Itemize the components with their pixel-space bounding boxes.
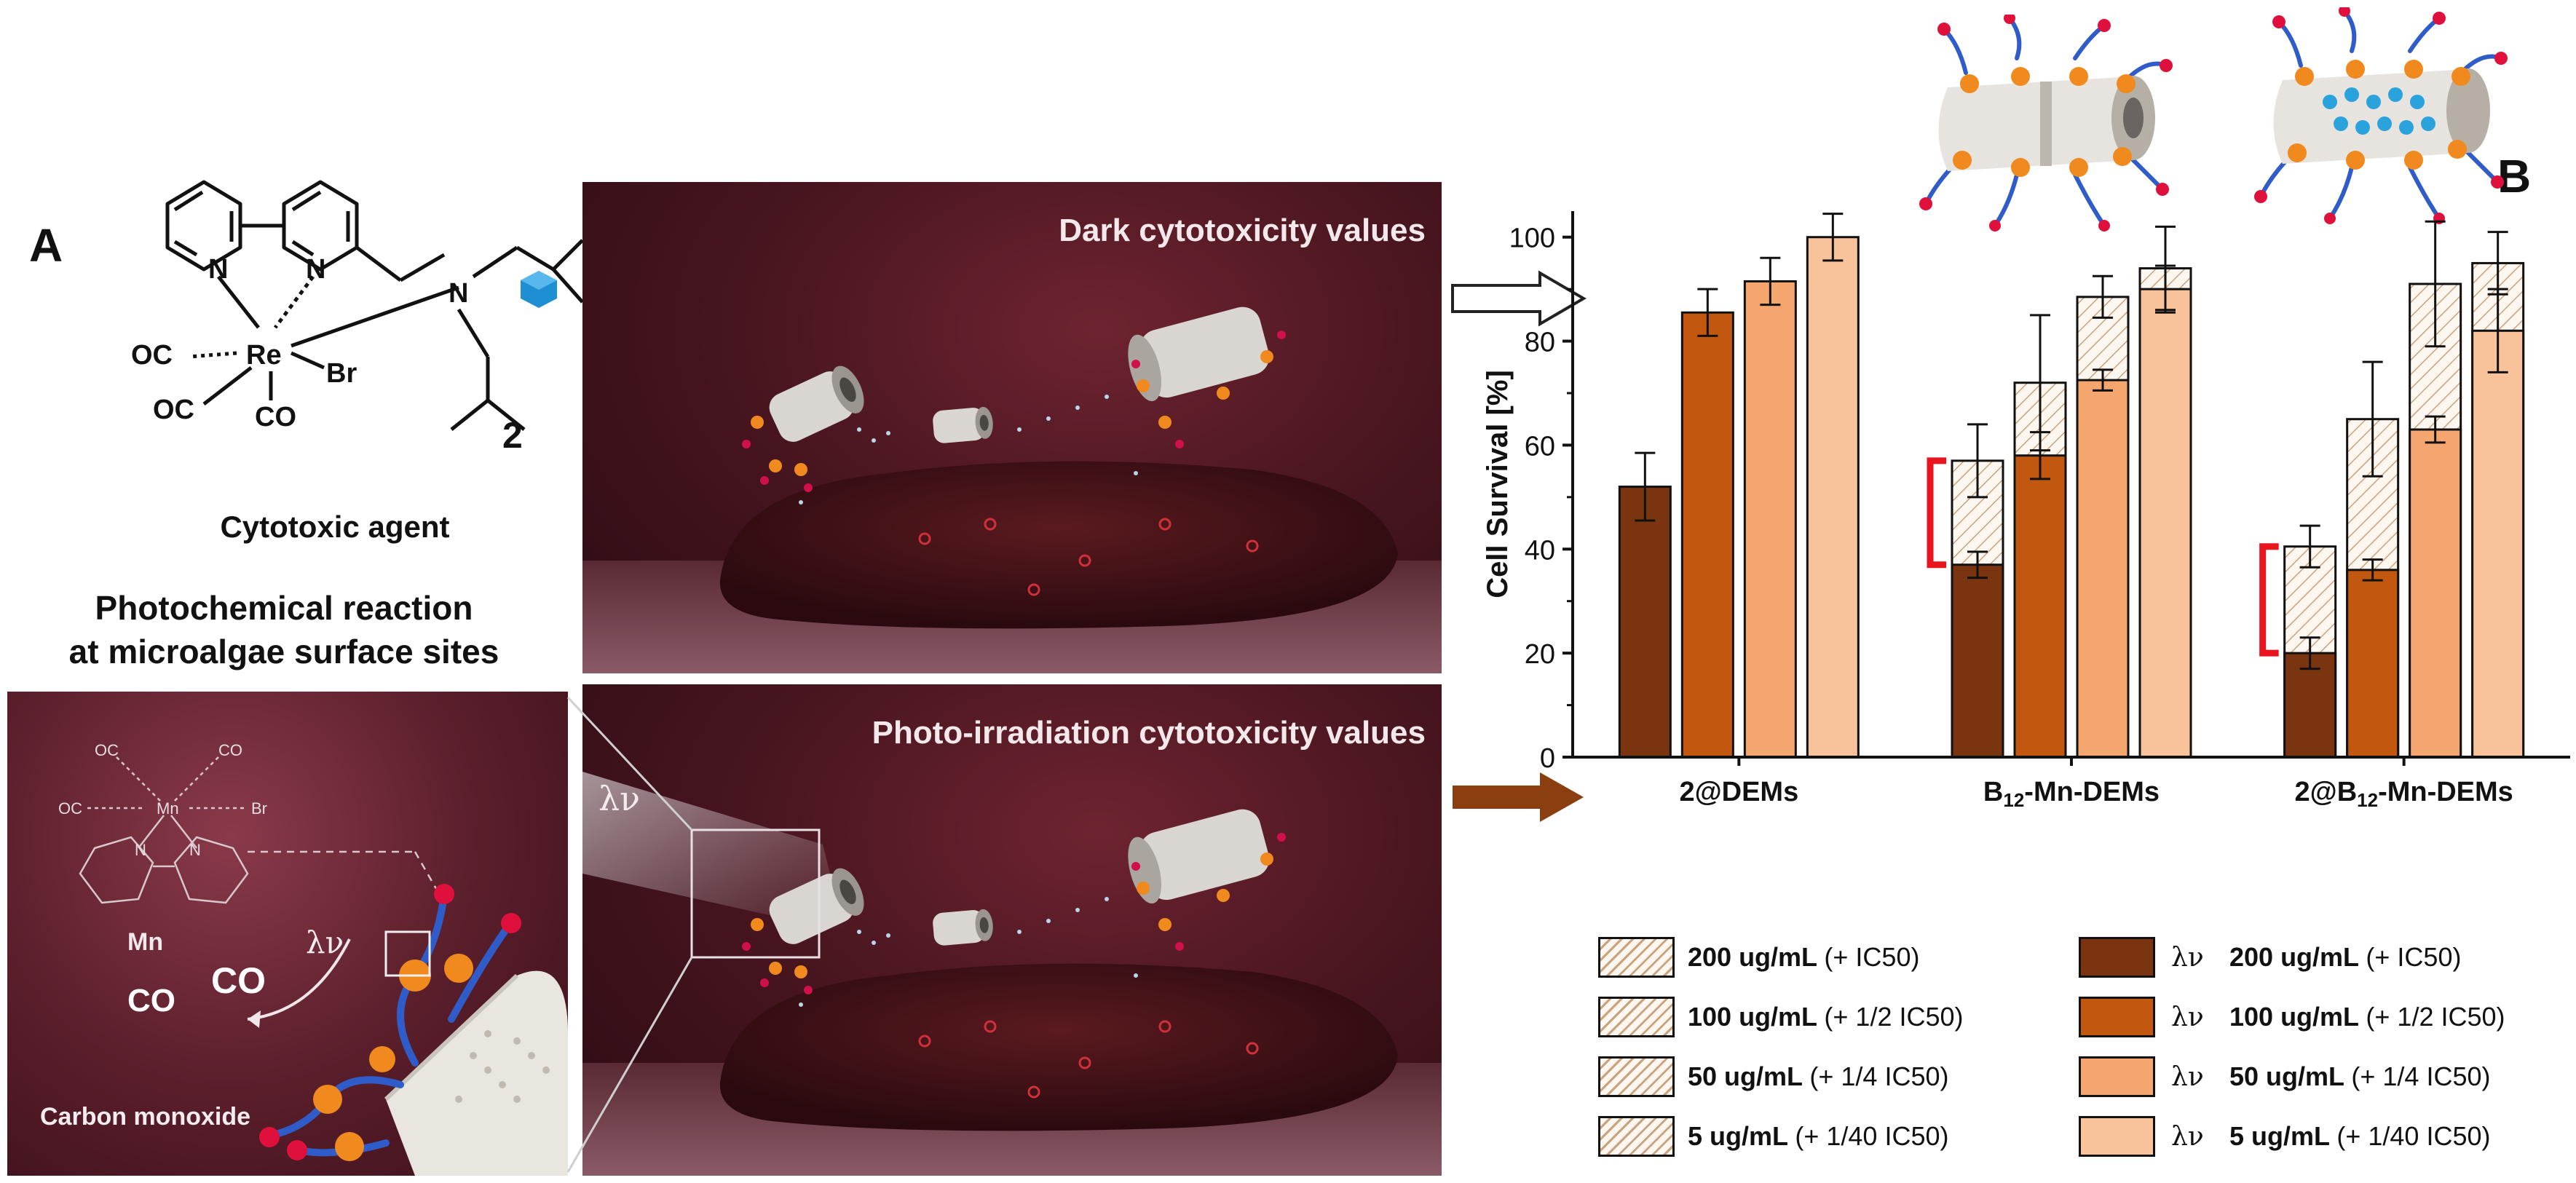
inset-atom-oc-top: OC <box>95 741 119 759</box>
photo-light-symbol: λν <box>598 779 641 818</box>
dark-cytotoxicity-scene: Dark cytotoxicity values <box>582 182 1442 673</box>
ligand-co: CO <box>255 402 296 432</box>
photo-scene-title: Photo-irradiation cytotoxicity values <box>872 715 1426 751</box>
bar-light <box>1680 311 1734 759</box>
photochem-title-line1: Photochemical reaction <box>95 589 473 627</box>
inset-mn-label: Mn <box>127 928 163 956</box>
bar-light <box>2076 379 2130 759</box>
legend-swatch <box>2079 997 2155 1037</box>
carbon-monoxide-caption: Carbon monoxide <box>40 1103 251 1131</box>
legend-light-symbol: λν <box>2171 1121 2204 1152</box>
bar-light <box>1743 280 1797 759</box>
panel-b-letter: B <box>2497 150 2532 202</box>
legend-swatch <box>1598 997 1675 1037</box>
legend-label: 200 ug/mL (+ IC50) <box>2229 942 2462 972</box>
cell-survival-chart: 0 20 40 60 80 100 Cell Survival [%] 2@DEMs B12-M… <box>1482 211 2570 811</box>
legend-swatch <box>1598 1116 1675 1157</box>
bar-light <box>1951 563 2004 759</box>
atom-n2: N <box>306 254 325 285</box>
inset-atom-mn: Mn <box>157 799 179 818</box>
legend-entry-dark: 200 ug/mL (+ IC50) <box>1598 932 2050 983</box>
legend-label: 5 ug/mL (+ 1/40 IC50) <box>1688 1121 1949 1151</box>
legend-entry-light: λν 200 ug/mL (+ IC50) <box>2079 932 2574 983</box>
dark-arrow-icon <box>1451 270 1587 327</box>
bar-light <box>2471 329 2525 759</box>
inset-atom-n2: N <box>189 841 201 859</box>
legend-label: 100 ug/mL (+ 1/2 IC50) <box>2229 1002 2505 1032</box>
legend-entry-dark: 100 ug/mL (+ 1/2 IC50) <box>1598 992 2050 1042</box>
nanotube-b12-mn-icon <box>1919 15 2173 232</box>
panel-a-letter: A <box>29 219 63 272</box>
inset-atom-br: Br <box>251 799 267 818</box>
bar-light <box>2138 288 2192 759</box>
legend-label: 50 ug/mL (+ 1/4 IC50) <box>2229 1061 2491 1091</box>
compound-number: 2 <box>502 415 523 456</box>
nanotube-illustration <box>384 970 568 1176</box>
bar-light <box>1806 236 1860 759</box>
photo-arrow-icon <box>1453 772 1584 822</box>
photochem-title-line2: at microalgae surface sites <box>68 633 499 670</box>
nanotube-group-dark <box>742 306 1286 505</box>
inset-co-1: CO <box>127 983 175 1018</box>
cube-icon <box>521 271 557 308</box>
legend-swatch <box>1598 937 1675 978</box>
atom-n1: N <box>208 254 228 285</box>
x-tick-label: 2@B12-Mn-DEMs <box>2295 777 2513 811</box>
inset-atom-n1: N <box>135 841 146 859</box>
legend-light-symbol: λν <box>2171 1002 2204 1032</box>
legend-entry-dark: 50 ug/mL (+ 1/4 IC50) <box>1598 1051 2050 1102</box>
legend-swatch <box>1598 1056 1675 1097</box>
nanotube-2-b12-mn-icon <box>2254 7 2508 224</box>
nanotube-group-photo <box>742 809 1286 1007</box>
legend-light-symbol: λν <box>2171 942 2204 973</box>
legend-label: 200 ug/mL (+ IC50) <box>1688 942 1920 972</box>
dark-scene-title: Dark cytotoxicity values <box>1059 213 1426 248</box>
y-tick-label: 80 <box>1525 328 1555 358</box>
tissue-illustration <box>719 461 1398 629</box>
chart-legend: 200 ug/mL (+ IC50) 100 ug/mL (+ 1/2 IC50)… <box>1598 932 2574 1179</box>
legend-swatch <box>2079 937 2155 978</box>
legend-light-symbol: λν <box>2171 1061 2204 1092</box>
x-tick-label: B12-Mn-DEMs <box>1983 777 2160 811</box>
x-tick-label: 2@DEMs <box>1679 777 1798 807</box>
difference-bracket <box>1927 457 1946 569</box>
y-tick-label: 100 <box>1509 223 1555 254</box>
atom-n3: N <box>449 278 468 309</box>
legend-swatch <box>2079 1116 2155 1157</box>
cytotoxic-agent-label: Cytotoxic agent <box>220 510 450 544</box>
atom-re: Re <box>246 340 282 371</box>
ligand-oc-1: OC <box>131 340 173 371</box>
rhenium-complex-structure: N N N Re Br OC OC CO 2 <box>131 180 584 456</box>
y-tick-label: 20 <box>1525 639 1555 670</box>
legend-label: 50 ug/mL (+ 1/4 IC50) <box>1688 1061 1949 1091</box>
legend-entry-light: λν 50 ug/mL (+ 1/4 IC50) <box>2079 1051 2574 1102</box>
y-tick-label: 60 <box>1525 431 1555 462</box>
legend-entry-dark: 5 ug/mL (+ 1/40 IC50) <box>1598 1111 2050 1162</box>
bar-light <box>2013 454 2067 759</box>
legend-entry-light: λν 5 ug/mL (+ 1/40 IC50) <box>2079 1111 2574 1162</box>
zoom-box <box>690 828 821 959</box>
y-axis-label: Cell Survival [%] <box>1482 370 1514 598</box>
atom-br: Br <box>326 358 357 389</box>
inset-co-release-scene: OC CO OC Mn Br N N Mn <box>7 692 568 1176</box>
photo-irradiation-scene: Photo-irradiation cytotoxicity values λν <box>582 684 1442 1176</box>
ligand-oc-2: OC <box>153 395 194 425</box>
legend-label: 5 ug/mL (+ 1/40 IC50) <box>2229 1121 2491 1151</box>
bar-light <box>2409 428 2462 759</box>
bar-light <box>1618 486 1672 759</box>
y-tick-label: 0 <box>1540 743 1555 774</box>
inset-co-2: CO <box>211 960 266 1001</box>
inset-atom-co-top: CO <box>218 741 242 759</box>
difference-bracket <box>2259 543 2279 657</box>
inset-atom-oc-left: OC <box>58 799 82 818</box>
legend-label: 100 ug/mL (+ 1/2 IC50) <box>1688 1002 1964 1032</box>
bar-light <box>2346 569 2400 759</box>
inset-light-symbol: λν <box>306 925 344 960</box>
legend-swatch <box>2079 1056 2155 1097</box>
y-tick-label: 40 <box>1525 535 1555 566</box>
legend-entry-light: λν 100 ug/mL (+ 1/2 IC50) <box>2079 992 2574 1042</box>
